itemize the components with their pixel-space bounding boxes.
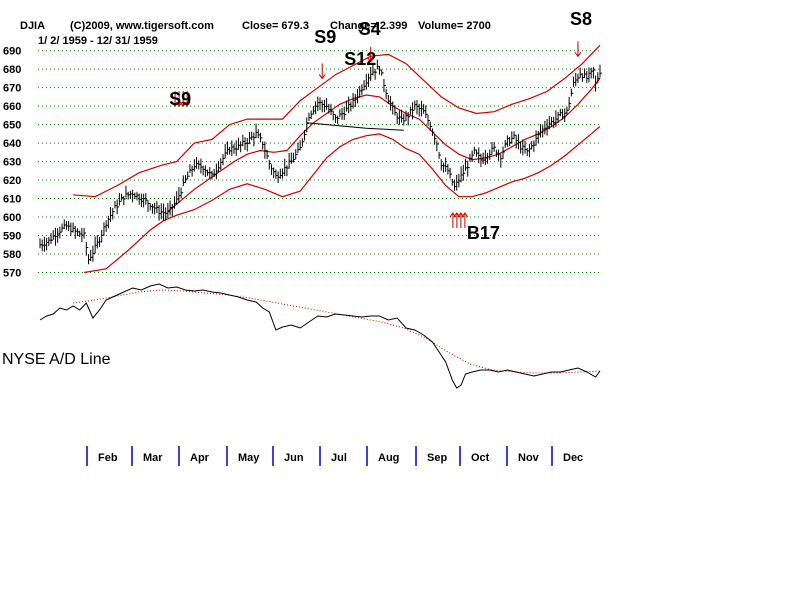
month-label: Apr	[190, 452, 210, 464]
y-tick-label: 600	[3, 212, 21, 224]
signal-label: S8	[570, 9, 592, 29]
signal-label: S9	[314, 27, 336, 47]
signal-label: S9	[169, 89, 191, 109]
ad-line-panel	[39, 283, 601, 389]
y-axis-ticks: 570 580 590 600 610 620 630 640 650 660 670 680 690	[3, 46, 21, 280]
ad-line	[39, 283, 601, 389]
sell-arrowhead	[318, 74, 326, 80]
y-tick-label: 590	[3, 230, 21, 242]
trendline	[306, 122, 404, 131]
month-label: Mar	[143, 452, 163, 464]
month-label: Jul	[331, 452, 347, 464]
sell-arrowhead	[183, 101, 191, 107]
chart-header: DJIA (C)2009, www.tigersoft.com Close= 6…	[20, 20, 491, 47]
trendline-group	[306, 122, 404, 131]
month-label: Sep	[427, 452, 447, 464]
grid-lines	[38, 50, 600, 273]
band-line	[84, 126, 601, 274]
month-label: Nov	[518, 452, 540, 464]
y-tick-label: 650	[3, 120, 21, 132]
y-tick-label: 620	[3, 175, 21, 187]
indicator-label: NYSE A/D Line	[2, 351, 111, 368]
month-label: Oct	[471, 452, 490, 464]
y-tick-label: 660	[3, 101, 21, 113]
y-tick-label: 690	[3, 46, 21, 58]
y-tick-label: 670	[3, 83, 21, 95]
symbol-label: DJIA	[20, 20, 45, 32]
signal-label: S12	[344, 49, 376, 69]
copyright-label: (C)2009, www.tigersoft.com	[70, 20, 214, 32]
month-label: Feb	[98, 452, 118, 464]
signal-annotations: S9 S9 S12 S4 S8 B17	[169, 9, 592, 243]
y-tick-label: 570	[3, 267, 21, 279]
band-line	[73, 44, 601, 198]
date-range-label: 1/ 2/ 1959 - 12/ 31/ 1959	[38, 35, 158, 47]
price-series	[39, 59, 602, 265]
close-label: Close= 679.3	[242, 20, 309, 32]
month-label: Dec	[563, 452, 583, 464]
month-label: May	[238, 452, 260, 464]
month-label: Jun	[284, 452, 304, 464]
y-tick-label: 610	[3, 194, 21, 206]
y-tick-label: 680	[3, 64, 21, 76]
change-label: Change= 2.399	[330, 20, 407, 32]
ad-ma-line	[73, 289, 601, 374]
y-tick-label: 630	[3, 157, 21, 169]
band-line	[167, 78, 601, 212]
sell-arrowhead	[574, 51, 582, 58]
y-tick-label: 640	[3, 138, 21, 150]
y-tick-label: 580	[3, 249, 21, 261]
sell-arrowhead	[367, 57, 375, 63]
month-label: Aug	[378, 452, 399, 464]
signal-label: S4	[359, 19, 381, 39]
volume-label: Volume= 2700	[418, 20, 491, 32]
bands	[73, 44, 601, 274]
buy-arrowhead	[461, 212, 469, 218]
signal-label: B17	[467, 223, 500, 243]
month-axis: Feb Mar Apr May Jun Jul Aug Sep Oct Nov Dec	[86, 446, 583, 466]
